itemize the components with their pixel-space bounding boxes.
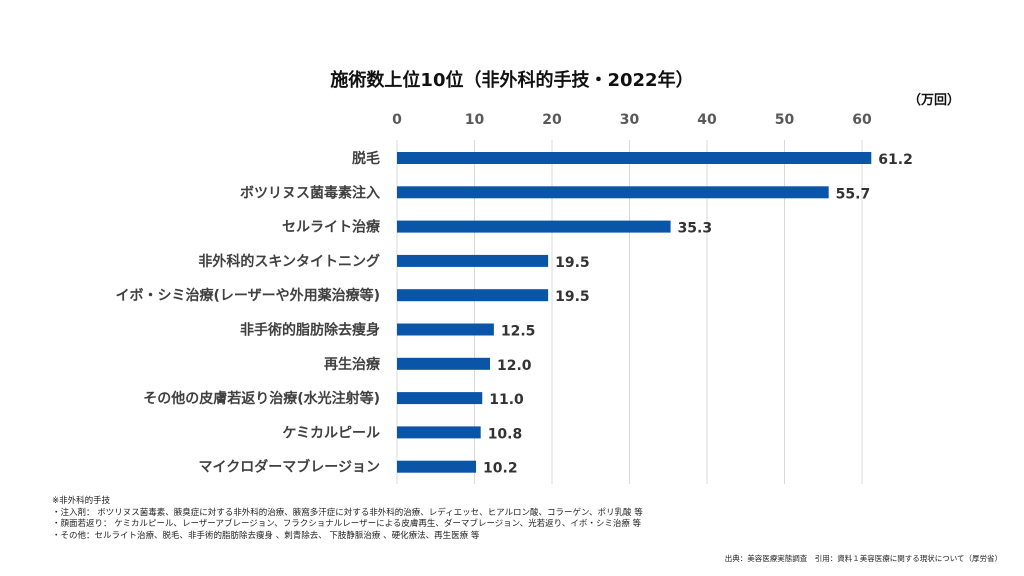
x-tick-label: 20	[542, 112, 562, 128]
category-label: イボ・シミ治療(レーザーや外用薬治療等)	[115, 287, 380, 304]
category-label: 非外科的スキンタイトニング	[198, 253, 380, 270]
footnote-line: ・注入剤： ボツリヌス菌毒素、腋臭症に対する非外科的治療、腋窩多汗症に対する非外…	[52, 507, 643, 518]
category-label: 脱毛	[352, 150, 380, 167]
x-axis-ticks: 0 10 20 30 40 50 60	[392, 112, 872, 128]
category-labels: 脱毛ボツリヌス菌毒素注入セルライト治療非外科的スキンタイトニングイボ・シミ治療(…	[115, 150, 381, 476]
footnote-heading: ※非外科的手技	[52, 496, 111, 506]
bars	[397, 152, 872, 473]
value-label: 19.5	[555, 255, 590, 271]
value-label: 12.5	[501, 324, 536, 340]
value-label: 61.2	[878, 152, 913, 168]
bar	[397, 220, 671, 233]
category-label: 非手術的脂肪除去痩身	[240, 322, 380, 339]
unit-label: （万回）	[908, 93, 961, 108]
bar	[397, 186, 829, 199]
bar	[397, 426, 481, 439]
source-citation: 出典：美容医療実態調査 引用：資料１美容医療に関する現状について（厚労省）	[724, 554, 1002, 563]
footnotes: ※非外科的手技 ・注入剤： ボツリヌス菌毒素、腋臭症に対する非外科的治療、腋窩多…	[52, 496, 643, 542]
x-tick-label: 30	[620, 112, 640, 128]
category-label: ボツリヌス菌毒素注入	[240, 184, 380, 201]
bar	[397, 152, 872, 164]
bar	[397, 254, 549, 267]
value-labels: 61.2 55.7 35.3 19.5 19.5 12.5 12.0 11.0 10.8 10.2	[483, 152, 913, 477]
chart-title: 施術数上位10位（非外科的手技・2022年）	[330, 70, 694, 91]
value-label: 35.3	[678, 221, 713, 237]
value-label: 10.8	[488, 426, 523, 442]
category-label: セルライト治療	[282, 219, 381, 236]
bar	[397, 392, 483, 405]
category-label: その他の皮膚若返り治療(水光注射等)	[143, 390, 380, 407]
category-label: マイクロダーマブレージョン	[199, 459, 380, 476]
bar	[397, 357, 490, 370]
bar	[397, 460, 477, 473]
value-label: 12.0	[497, 358, 532, 374]
x-tick-label: 0	[392, 112, 402, 128]
footnote-line: ・顔面若返り： ケミカルピール、レーザーアブレージョン、フラクショナルレーザーに…	[52, 519, 642, 529]
value-label: 19.5	[555, 289, 590, 305]
category-label: 再生治療	[324, 356, 381, 373]
x-tick-label: 50	[775, 112, 795, 128]
category-label: ケミカルピール	[282, 425, 380, 441]
value-label: 55.7	[836, 186, 871, 202]
x-tick-label: 10	[465, 112, 485, 128]
x-tick-label: 60	[852, 112, 872, 128]
footnote-line: ・その他：セルライト治療、脱毛、非手術的脂肪除去痩身 、刺青除去、 下肢静脈治療…	[52, 530, 480, 541]
value-label: 10.2	[483, 461, 518, 477]
x-tick-label: 40	[697, 112, 717, 128]
value-label: 11.0	[489, 392, 524, 408]
bar	[397, 289, 549, 302]
bar	[397, 323, 494, 336]
